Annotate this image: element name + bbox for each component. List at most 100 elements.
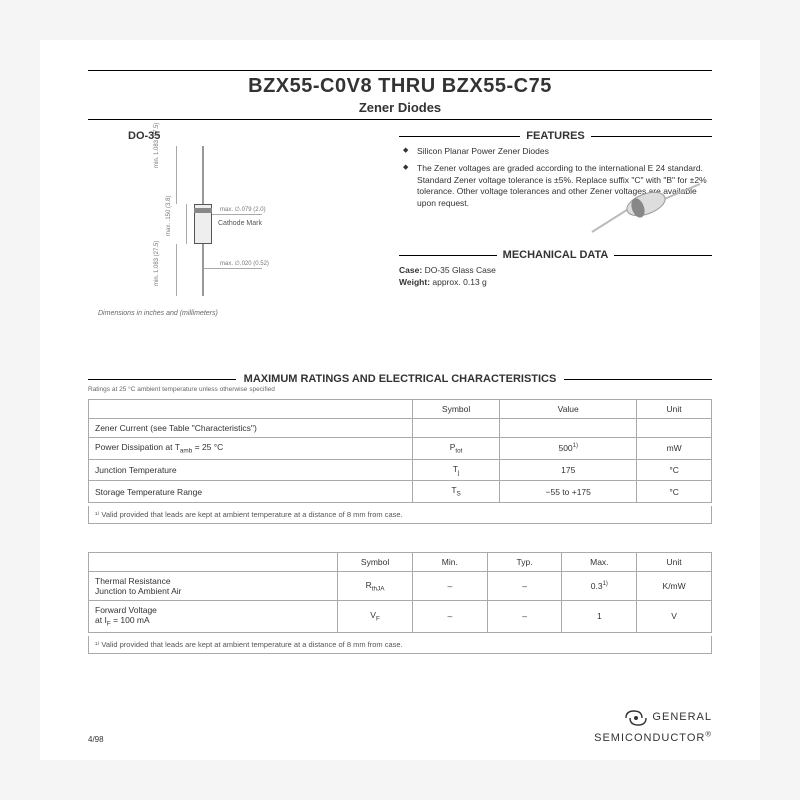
cell: K/mW [637,572,712,601]
col-typ: Typ. [487,553,562,572]
table-header-row: Symbol Value Unit [89,400,712,419]
ratings-header: MAXIMUM RATINGS AND ELECTRICAL CHARACTER… [88,373,712,393]
cell: Tj [412,459,499,481]
dim-body-dia: max. ∅.079 (2.0) [220,206,266,213]
mech-weight: Weight: approx. 0.13 g [399,277,712,289]
brand-logo: GENERAL SEMICONDUCTOR® [594,707,712,744]
col-symbol: Symbol [338,553,413,572]
diode-photo-icon [586,180,706,240]
mechanical-section: MECHANICAL DATA Case: DO-35 Glass Case W… [399,249,712,289]
col-param [89,400,413,419]
dim-line-5 [204,268,262,269]
cell: Thermal ResistanceJunction to Ambient Ai… [89,572,338,601]
cathode-label: Cathode Mark [218,220,262,227]
feature-item: Silicon Planar Power Zener Diodes [403,146,712,157]
rule [564,379,712,380]
mech-case-value: DO-35 Glass Case [425,265,496,275]
cell: V [637,601,712,633]
col-min: Min. [412,553,487,572]
cell [637,419,712,438]
cell: – [412,572,487,601]
rule [399,255,497,256]
footer-date: 4/98 [88,735,104,744]
brand-text: GENERAL SEMICONDUCTOR® [594,711,712,744]
table-row: Thermal ResistanceJunction to Ambient Ai… [89,572,712,601]
page-title: BZX55-C0V8 THRU BZX55-C75 [88,75,712,98]
features-heading-row: FEATURES [399,130,712,142]
table-row: Storage Temperature Range TS −55 to +175… [89,481,712,503]
page-footer: 4/98 GENERAL SEMICONDUCTOR® [88,707,712,744]
cell: VF [338,601,413,633]
reg-mark: ® [705,729,712,738]
cell: – [412,601,487,633]
cell: Power Dissipation at Tamb = 25 °C [89,438,413,460]
lead-top [202,146,204,204]
dimensions-note: Dimensions in inches and (millimeters) [98,310,375,317]
cell: – [487,601,562,633]
col-param [89,553,338,572]
dim-line-3 [186,204,187,244]
mech-weight-value: approx. 0.13 g [432,277,486,287]
cell: 5001) [500,438,637,460]
rule [591,136,712,137]
package-drawing: min. 1.083 (27.5) min. 1.083 (27.5) max.… [98,146,318,296]
col-unit: Unit [637,553,712,572]
mech-case-label: Case: [399,265,422,275]
dim-lead-len-bot: min. 1.083 (27.5) [154,241,160,286]
cell: 175 [500,459,637,481]
cell: °C [637,459,712,481]
dim-lead-dia: max. ∅.020 (0.52) [220,260,269,267]
cell: Storage Temperature Range [89,481,413,503]
rule-top [88,70,712,71]
cell: °C [637,481,712,503]
dim-lead-len-top: min. 1.083 (27.5) [154,123,160,168]
cell: 0.31) [562,572,637,601]
thermal-footnote: ¹⁾ Valid provided that leads are kept at… [88,636,712,654]
mechanical-heading-row: MECHANICAL DATA [399,249,712,261]
rule-sub [88,119,712,120]
title-block: BZX55-C0V8 THRU BZX55-C75 Zener Diodes [88,70,712,120]
cell: TS [412,481,499,503]
cell [412,419,499,438]
dim-line-1 [176,146,177,204]
mechanical-heading: MECHANICAL DATA [503,249,609,261]
top-columns: DO-35 min. 1.083 (27.5) min. 1.083 (27.5… [88,130,712,317]
col-symbol: Symbol [412,400,499,419]
right-column: FEATURES Silicon Planar Power Zener Diod… [399,130,712,317]
features-heading: FEATURES [526,130,584,142]
cell: 1 [562,601,637,633]
col-max: Max. [562,553,637,572]
logo-icon [622,707,650,729]
cell: Zener Current (see Table "Characteristic… [89,419,413,438]
table-row: Zener Current (see Table "Characteristic… [89,419,712,438]
cathode-band [194,208,212,213]
cell [500,419,637,438]
rule [88,379,236,380]
col-value: Value [500,400,637,419]
dim-body-len: max. .150 (3.8) [166,196,172,236]
ratings-footnote: ¹⁾ Valid provided that leads are kept at… [88,506,712,524]
datasheet-page: BZX55-C0V8 THRU BZX55-C75 Zener Diodes D… [40,40,760,760]
lead-bottom [202,244,204,296]
package-column: DO-35 min. 1.083 (27.5) min. 1.083 (27.5… [88,130,375,317]
col-unit: Unit [637,400,712,419]
cell: RthJA [338,572,413,601]
brand-line2: SEMICONDUCTOR [594,732,705,744]
page-subtitle: Zener Diodes [88,100,712,115]
table-row: Power Dissipation at Tamb = 25 °C Ptot 5… [89,438,712,460]
mech-case: Case: DO-35 Glass Case [399,265,712,277]
ratings-subnote: Ratings at 25 °C ambient temperature unl… [88,386,712,393]
table-row: Junction Temperature Tj 175 °C [89,459,712,481]
dim-line-2 [176,244,177,296]
cell: Junction Temperature [89,459,413,481]
ratings-heading: MAXIMUM RATINGS AND ELECTRICAL CHARACTER… [244,373,557,385]
rule [399,136,520,137]
cell: −55 to +175 [500,481,637,503]
mech-weight-label: Weight: [399,277,430,287]
ratings-table: Symbol Value Unit Zener Current (see Tab… [88,399,712,503]
dim-line-4 [212,214,262,215]
rule [614,255,712,256]
thermal-table: Symbol Min. Typ. Max. Unit Thermal Resis… [88,552,712,633]
table-header-row: Symbol Min. Typ. Max. Unit [89,553,712,572]
cell: Forward Voltageat IF = 100 mA [89,601,338,633]
